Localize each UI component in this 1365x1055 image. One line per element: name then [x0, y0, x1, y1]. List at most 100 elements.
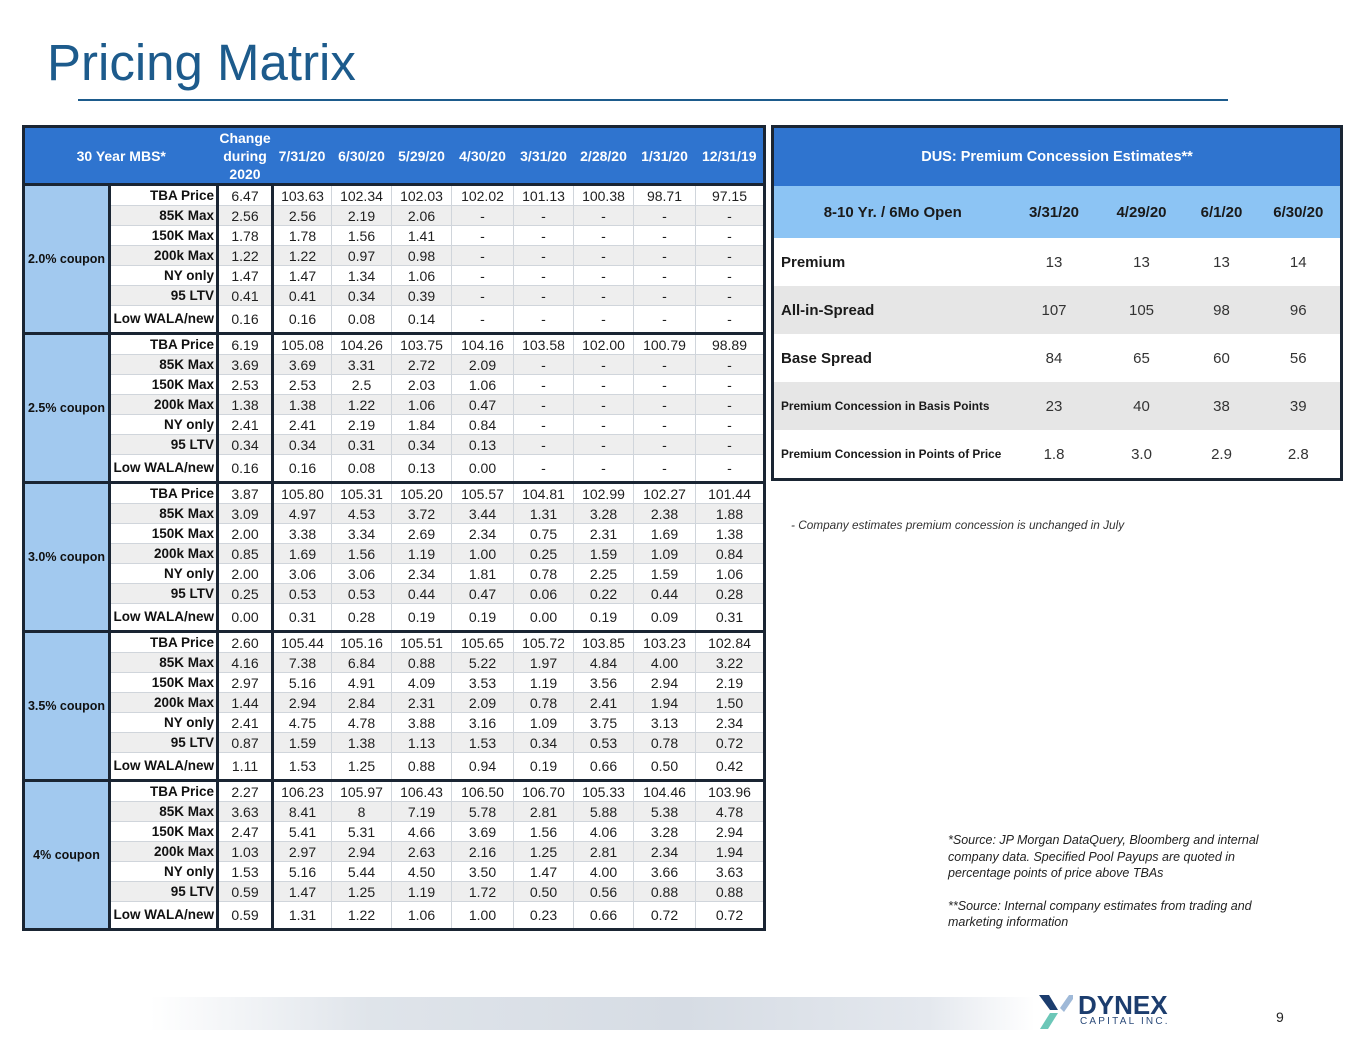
value-cell: - — [513, 454, 574, 484]
value-cell: - — [451, 205, 514, 226]
dus-value-cell: 38 — [1186, 382, 1257, 430]
change-cell: 3.69 — [217, 354, 274, 375]
value-cell: 1.38 — [695, 523, 765, 544]
coupon-label: 3.0% coupon — [23, 482, 111, 633]
change-cell: 0.34 — [217, 434, 274, 455]
value-cell: 1.00 — [451, 901, 514, 931]
mbs-row: Low WALA/new 1.11 1.53 1.25 0.88 0.94 0.19 0.66… — [24, 752, 765, 782]
dus-value-cell: 13 — [1096, 238, 1187, 286]
mbs-header-date: 5/29/20 — [391, 126, 452, 186]
value-cell: 0.88 — [391, 752, 452, 782]
value-cell: 5.16 — [272, 861, 332, 882]
value-cell: 2.94 — [633, 672, 696, 693]
value-cell: 3.22 — [695, 652, 765, 673]
value-cell: 1.94 — [633, 692, 696, 713]
value-cell: - — [633, 394, 696, 415]
value-cell: 3.63 — [695, 861, 765, 882]
dus-value-cell: 3.0 — [1096, 430, 1187, 480]
mbs-row: 85K Max 3.63 8.41 8 7.19 5.78 2.81 5.88 5.38 4.78 — [24, 801, 765, 822]
value-cell: 1.56 — [331, 543, 392, 564]
value-cell: - — [513, 374, 574, 395]
value-cell: 2.34 — [633, 841, 696, 862]
value-cell: 105.16 — [331, 631, 392, 653]
value-cell: - — [573, 394, 634, 415]
value-cell: - — [573, 245, 634, 266]
value-cell: 0.00 — [451, 454, 514, 484]
value-cell: 105.51 — [391, 631, 452, 653]
change-cell: 6.19 — [217, 333, 274, 355]
value-cell: 5.44 — [331, 861, 392, 882]
value-cell: 3.28 — [633, 821, 696, 842]
value-cell: 2.31 — [391, 692, 452, 713]
value-cell: 1.09 — [633, 543, 696, 564]
value-cell: - — [695, 245, 765, 266]
value-cell: 0.31 — [272, 603, 332, 633]
change-cell: 0.16 — [217, 454, 274, 484]
coupon-label: 2.0% coupon — [23, 184, 111, 335]
value-cell: 1.00 — [451, 543, 514, 564]
value-cell: 2.03 — [391, 374, 452, 395]
value-cell: 102.27 — [633, 482, 696, 504]
value-cell: - — [695, 374, 765, 395]
row-label: 200k Max — [109, 841, 219, 862]
logo-wordmark: DYNEX — [1078, 990, 1168, 1020]
dus-label-header: 8-10 Yr. / 6Mo Open — [772, 186, 1012, 238]
value-cell: 4.53 — [331, 503, 392, 524]
dus-concession-table: DUS: Premium Concession Estimates** 8-10… — [771, 125, 1344, 481]
value-cell: 3.75 — [573, 712, 634, 733]
value-cell: - — [573, 305, 634, 335]
dus-row: Premium Concession in Basis Points 23 40 38… — [772, 382, 1342, 430]
value-cell: 3.69 — [272, 354, 332, 375]
value-cell: - — [695, 225, 765, 246]
coupon-label: 3.5% coupon — [23, 631, 111, 782]
value-cell: 0.23 — [513, 901, 574, 931]
value-cell: - — [633, 265, 696, 286]
mbs-row: 95 LTV 0.87 1.59 1.38 1.13 1.53 0.34 0.53 0.78 0.… — [24, 732, 765, 753]
value-cell: 104.81 — [513, 482, 574, 504]
value-cell: 4.06 — [573, 821, 634, 842]
coupon-label: 2.5% coupon — [23, 333, 111, 484]
row-label: 95 LTV — [109, 285, 219, 306]
value-cell: 100.38 — [573, 184, 634, 206]
value-cell: 103.58 — [513, 333, 574, 355]
value-cell: 7.38 — [272, 652, 332, 673]
value-cell: 103.23 — [633, 631, 696, 653]
row-label: NY only — [109, 265, 219, 286]
row-label: 200k Max — [109, 692, 219, 713]
dus-row: Base Spread 84 65 60 56 — [772, 334, 1342, 382]
value-cell: 102.00 — [573, 333, 634, 355]
row-label: Low WALA/new — [109, 603, 219, 633]
value-cell: 8 — [331, 801, 392, 822]
value-cell: 103.96 — [695, 780, 765, 802]
value-cell: 0.97 — [331, 245, 392, 266]
mbs-row: NY only 1.53 5.16 5.44 4.50 3.50 1.47 4.00 3.66 3… — [24, 861, 765, 882]
dus-date-header: 3/31/20 — [1011, 186, 1097, 238]
value-cell: 4.00 — [573, 861, 634, 882]
value-cell: 0.47 — [451, 583, 514, 604]
value-cell: 2.84 — [331, 692, 392, 713]
mbs-header-row: 30 Year MBS* Change during 2020 7/31/20 6/3… — [23, 126, 765, 186]
change-cell: 2.00 — [217, 523, 274, 544]
value-cell: - — [451, 245, 514, 266]
value-cell: 5.31 — [331, 821, 392, 842]
value-cell: - — [695, 205, 765, 226]
value-cell: 1.22 — [272, 245, 332, 266]
value-cell: 1.84 — [391, 414, 452, 435]
value-cell: 2.81 — [513, 801, 574, 822]
value-cell: - — [451, 285, 514, 306]
value-cell: 4.97 — [272, 503, 332, 524]
change-cell: 3.09 — [217, 503, 274, 524]
value-cell: 0.34 — [272, 434, 332, 455]
value-cell: 3.53 — [451, 672, 514, 693]
value-cell: - — [573, 374, 634, 395]
value-cell: 1.19 — [391, 543, 452, 564]
value-cell: 4.66 — [391, 821, 452, 842]
value-cell: 1.53 — [451, 732, 514, 753]
mbs-row: 2.5% coupon TBA Price 6.19 105.08 104.26 103.… — [23, 333, 765, 484]
change-cell: 2.60 — [217, 631, 274, 653]
row-label: Low WALA/new — [109, 454, 219, 484]
mbs-row: 4% coupon TBA Price 2.27 106.23 105.97 106.43… — [23, 780, 765, 931]
dus-title: DUS: Premium Concession Estimates** — [772, 126, 1342, 186]
mbs-row: 200k Max 1.22 1.22 0.97 0.98- - - - - — [24, 245, 765, 266]
row-label: 150K Max — [109, 672, 219, 693]
